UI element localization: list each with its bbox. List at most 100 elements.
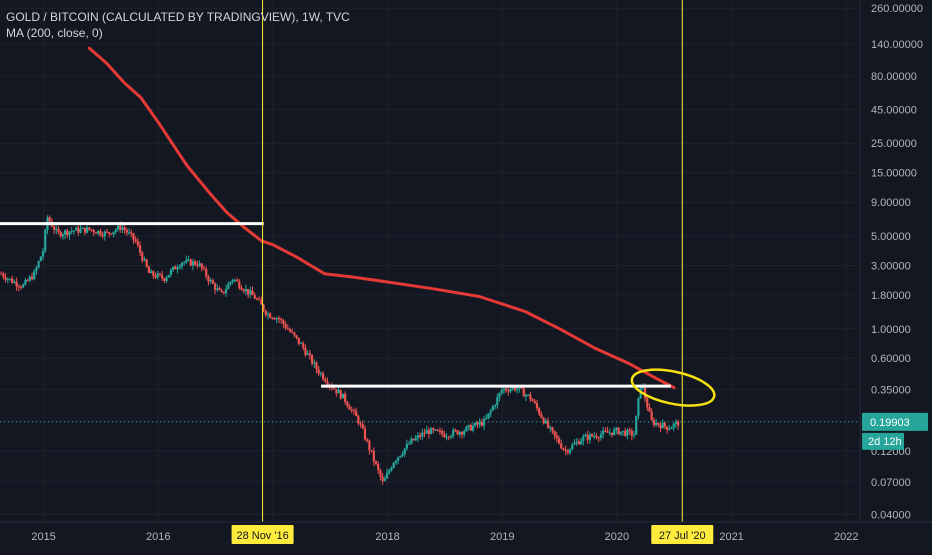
price-tick-label[interactable]: 15.00000 xyxy=(871,168,917,180)
candle-body xyxy=(163,278,166,281)
candle-body xyxy=(500,390,503,394)
price-tick-label[interactable]: 25.00000 xyxy=(871,138,917,150)
current-price-label[interactable]: 0.19903 xyxy=(870,417,910,429)
candle-body xyxy=(2,273,5,277)
candle-body xyxy=(275,318,278,320)
countdown-label[interactable]: 2d 12h xyxy=(868,436,902,448)
candle-body xyxy=(172,266,175,270)
candle-body xyxy=(59,231,62,237)
time-tick-label[interactable]: 2021 xyxy=(719,531,743,543)
price-tick-label[interactable]: 45.00000 xyxy=(871,104,917,116)
candle-body xyxy=(482,419,486,426)
candle-body xyxy=(498,393,501,398)
price-tick-label[interactable]: 5.00000 xyxy=(871,231,911,243)
current-price-badge[interactable] xyxy=(862,412,928,431)
chart-legend: GOLD / BITCOIN (CALCULATED BY TRADINGVIE… xyxy=(6,9,350,41)
price-tick-label[interactable]: 0.60000 xyxy=(871,353,911,365)
candle-body xyxy=(449,435,453,438)
candle-body xyxy=(75,227,78,231)
candle-body xyxy=(282,320,285,325)
candle-body xyxy=(108,232,111,234)
price-axis[interactable]: 260.00000 140.00000 80.00000 45.00000 25.000… xyxy=(859,0,932,550)
candle-body xyxy=(337,390,340,394)
symbol-title[interactable]: GOLD / BITCOIN (CALCULATED BY TRADINGVIE… xyxy=(6,10,350,24)
candle-body xyxy=(465,426,468,432)
candle-body xyxy=(677,421,680,426)
time-axis[interactable]: 2015201620172018201920202021202228 Nov '… xyxy=(0,521,932,550)
date-marker-badge[interactable] xyxy=(231,525,294,544)
vertical-markers[interactable] xyxy=(262,0,683,522)
candle-body xyxy=(145,259,148,267)
candle-body xyxy=(668,429,671,431)
candle-body xyxy=(361,424,364,429)
candle-body xyxy=(348,406,351,410)
candle-body xyxy=(291,331,294,333)
price-tick-label[interactable]: 0.07000 xyxy=(871,477,911,489)
candle-body xyxy=(70,230,73,232)
candle-body xyxy=(176,267,179,270)
candle-body xyxy=(518,387,521,389)
price-tick-label[interactable]: 140.00000 xyxy=(871,39,923,51)
countdown-badge[interactable] xyxy=(862,432,904,450)
candle-body xyxy=(643,386,647,399)
date-marker-label[interactable]: 28 Nov '16 xyxy=(236,530,288,542)
price-tick-label[interactable]: 260.00000 xyxy=(871,3,923,15)
price-tick-label[interactable]: 0.35000 xyxy=(871,384,911,396)
ellipse-highlight-shape[interactable] xyxy=(629,363,718,412)
candle-body xyxy=(103,231,106,237)
price-tick-label[interactable]: 1.80000 xyxy=(871,290,911,302)
candle-body xyxy=(555,435,558,439)
candle-body xyxy=(288,329,292,332)
price-series xyxy=(0,215,680,485)
candle-body xyxy=(178,266,181,268)
price-tick-label[interactable]: 3.00000 xyxy=(871,260,911,272)
candle-body xyxy=(635,415,638,435)
candle-body xyxy=(491,406,494,411)
candle-body xyxy=(213,283,217,290)
price-tick-label[interactable]: 0.04000 xyxy=(871,509,911,521)
candle-body xyxy=(306,353,309,355)
price-tick-label[interactable]: 9.00000 xyxy=(871,197,911,209)
candle-body xyxy=(392,462,395,468)
candle-body xyxy=(297,337,300,344)
candle-body xyxy=(79,228,82,233)
candle-body xyxy=(22,284,25,288)
candle-body xyxy=(258,298,261,300)
candle-body xyxy=(247,289,250,295)
candle-body xyxy=(35,267,38,272)
candle-body xyxy=(90,229,93,231)
candle-body xyxy=(359,423,362,425)
candle-body xyxy=(610,432,614,435)
candle-body xyxy=(430,428,433,435)
candle-body xyxy=(599,434,603,439)
date-marker-label[interactable]: 27 Jul '20 xyxy=(659,530,706,542)
candle-body xyxy=(546,420,550,428)
candle-body xyxy=(388,470,391,474)
time-tick-label[interactable]: 2018 xyxy=(375,531,399,543)
candle-body xyxy=(187,259,190,261)
candle-body xyxy=(99,230,102,235)
time-tick-label[interactable]: 2016 xyxy=(146,531,170,543)
time-tick-label[interactable]: 2022 xyxy=(834,531,858,543)
candle-body xyxy=(130,232,133,234)
candle-body xyxy=(628,429,631,431)
time-tick-label[interactable]: 2020 xyxy=(605,531,629,543)
time-tick-label[interactable]: 2015 xyxy=(31,531,55,543)
candle-body xyxy=(216,288,219,290)
date-marker-badge[interactable] xyxy=(651,525,714,544)
candle-body xyxy=(167,274,170,278)
price-tick-label[interactable]: 1.00000 xyxy=(871,324,911,336)
indicator-label[interactable]: MA (200, close, 0) xyxy=(6,26,103,40)
time-tick-label[interactable]: 2019 xyxy=(490,531,514,543)
candle-body xyxy=(81,227,84,229)
candle-body xyxy=(401,454,404,456)
candle-body xyxy=(516,388,519,391)
candle-body xyxy=(119,225,122,230)
ellipse-highlight[interactable] xyxy=(629,363,718,412)
price-tick-label[interactable]: 80.00000 xyxy=(871,71,917,83)
candle-body xyxy=(52,226,56,230)
support-lines[interactable] xyxy=(0,222,860,423)
candle-body xyxy=(326,381,329,385)
